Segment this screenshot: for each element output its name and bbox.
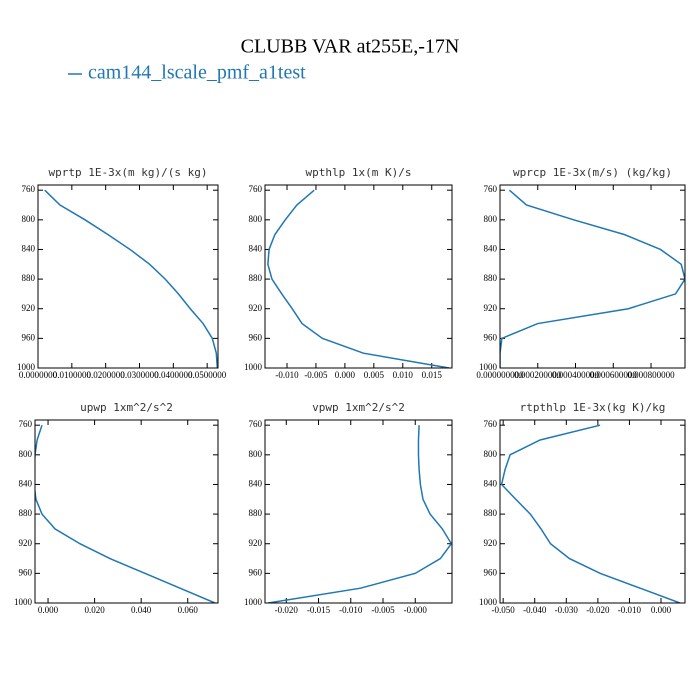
data-line [35, 424, 216, 603]
panel-title: wprtp 1E-3x(m kg)/(s kg) [49, 166, 208, 179]
y-tick-label: 1000 [244, 362, 263, 372]
x-tick-label: -0.015 [307, 605, 331, 615]
y-tick-label: 760 [22, 184, 36, 194]
legend-label: cam144_lscale_pmf_a1test [88, 62, 306, 84]
x-tick-label: -0.005 [371, 605, 395, 615]
x-tick-label: 0.000600000 [590, 370, 638, 380]
x-tick-label: 0.015 [422, 370, 443, 380]
x-tick-label: 0.0500000 [188, 370, 227, 380]
y-tick-label: 880 [484, 273, 498, 283]
x-tick-label: 0.000400000 [552, 370, 600, 380]
x-tick-label: 0.0200000 [87, 370, 126, 380]
plot-frame [264, 184, 453, 369]
y-tick-label: 960 [249, 567, 263, 577]
x-tick-label: 0.0400000 [154, 370, 193, 380]
y-tick-label: 880 [249, 508, 263, 518]
y-tick-label: 960 [249, 332, 263, 342]
y-tick-label: 760 [249, 419, 263, 429]
data-line [267, 189, 450, 368]
y-tick-label: 920 [484, 303, 498, 313]
y-tick-label: 840 [19, 479, 33, 489]
y-tick-label: 1000 [479, 362, 498, 372]
x-tick-label: 0.0100000 [53, 370, 92, 380]
y-tick-label: 880 [22, 273, 36, 283]
x-tick-label: 0.000200000 [514, 370, 562, 380]
y-tick-label: 760 [484, 419, 498, 429]
x-tick-label: 0.0000000 [19, 370, 58, 380]
y-tick-label: 800 [484, 214, 498, 224]
x-tick-label: 0.000000000 [476, 370, 524, 380]
y-tick-label: 800 [22, 214, 36, 224]
y-tick-label: 880 [484, 508, 498, 518]
y-tick-label: 920 [249, 303, 263, 313]
x-tick-label: -0.030 [555, 605, 579, 615]
data-line [500, 189, 685, 368]
x-tick-label: -0.020 [275, 605, 299, 615]
y-tick-label: 1000 [244, 597, 263, 607]
y-tick-label: 760 [249, 184, 263, 194]
x-tick-label: 0.0300000 [120, 370, 159, 380]
panel-title: wprcp 1E-3x(m/s) (kg/kg) [513, 166, 672, 179]
x-tick-label: 0.060 [178, 605, 199, 615]
x-tick-label: 0.010 [393, 370, 414, 380]
y-tick-label: 840 [484, 479, 498, 489]
y-tick-label: 880 [19, 508, 33, 518]
x-tick-label: 0.000 [38, 605, 59, 615]
plot-frame [264, 419, 453, 604]
y-tick-label: 960 [22, 332, 36, 342]
panel-title: vpwp 1xm^2/s^2 [312, 401, 405, 414]
plot-frame [499, 184, 686, 369]
panel-title: rtpthlp 1E-3x(kg K)/kg [520, 401, 666, 414]
y-tick-label: 840 [22, 244, 36, 254]
y-tick-label: 960 [19, 567, 33, 577]
panel-title: wpthlp 1x(m K)/s [306, 166, 412, 179]
x-tick-label: 0.020 [84, 605, 105, 615]
panel-title: upwp 1xm^2/s^2 [80, 401, 173, 414]
x-tick-label: 0.040 [131, 605, 152, 615]
plot-frame [34, 419, 219, 604]
y-tick-label: 920 [19, 538, 33, 548]
y-tick-label: 800 [249, 214, 263, 224]
plot-frame [499, 419, 686, 604]
x-tick-label: -0.000 [404, 605, 428, 615]
y-tick-label: 920 [484, 538, 498, 548]
y-tick-label: 960 [484, 567, 498, 577]
y-tick-label: 840 [249, 479, 263, 489]
y-tick-label: 920 [249, 538, 263, 548]
y-tick-label: 800 [19, 449, 33, 459]
x-tick-label: 0.000 [651, 605, 672, 615]
y-tick-label: 920 [22, 303, 36, 313]
y-tick-label: 840 [484, 244, 498, 254]
y-tick-label: 800 [484, 449, 498, 459]
y-tick-label: 960 [484, 332, 498, 342]
x-tick-label: -0.005 [304, 370, 328, 380]
data-line [44, 189, 218, 368]
y-tick-label: 760 [484, 184, 498, 194]
y-tick-label: 800 [249, 449, 263, 459]
y-tick-label: 760 [19, 419, 33, 429]
x-tick-label: 0.000800000 [627, 370, 675, 380]
figure-title: CLUBB VAR at255E,-17N [241, 36, 460, 58]
x-tick-label: -0.040 [523, 605, 547, 615]
x-tick-label: -0.010 [339, 605, 363, 615]
plot-frame [37, 184, 219, 369]
x-tick-label: 0.005 [364, 370, 385, 380]
y-tick-label: 1000 [479, 597, 498, 607]
y-tick-label: 1000 [14, 597, 33, 607]
x-tick-label: -0.050 [492, 605, 516, 615]
y-tick-label: 1000 [17, 362, 36, 372]
x-tick-label: -0.020 [586, 605, 610, 615]
x-tick-label: -0.010 [275, 370, 299, 380]
y-tick-label: 880 [249, 273, 263, 283]
x-tick-label: -0.010 [618, 605, 642, 615]
x-tick-label: 0.000 [335, 370, 356, 380]
y-tick-label: 840 [249, 244, 263, 254]
data-line [268, 425, 452, 603]
data-line [500, 424, 681, 603]
